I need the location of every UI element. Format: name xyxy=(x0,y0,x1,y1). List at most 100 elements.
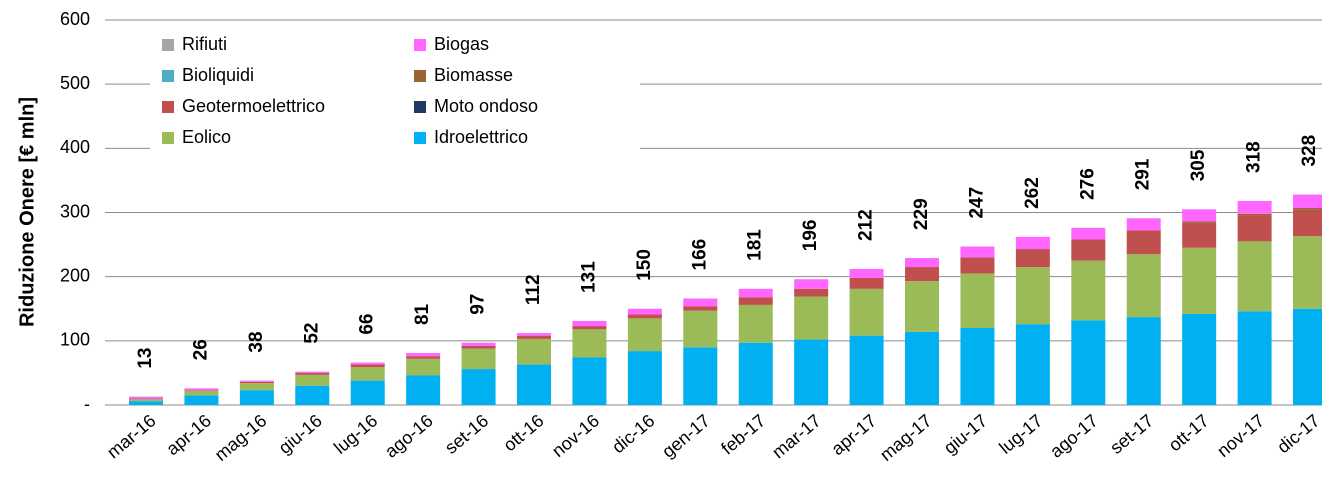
bar-segment xyxy=(572,357,607,405)
bar-segment xyxy=(683,306,718,311)
bar-segment xyxy=(572,329,607,358)
bar-segment xyxy=(239,390,274,405)
bar-segment xyxy=(1071,227,1106,240)
bar-segment xyxy=(627,318,662,352)
bar-segment xyxy=(1182,209,1217,222)
bar-segment xyxy=(960,273,995,328)
legend-label: Moto ondoso xyxy=(434,96,538,116)
x-tick-label: mag-17 xyxy=(876,410,936,465)
x-tick-label: mar-17 xyxy=(768,410,825,462)
x-tick-label: ott-16 xyxy=(500,410,548,455)
bar-segment xyxy=(1237,215,1272,242)
total-label: 181 xyxy=(745,229,766,261)
x-tick-label: feb-17 xyxy=(717,410,769,458)
bar-segment xyxy=(184,395,219,405)
legend-label: Eolico xyxy=(182,127,231,147)
bar-segment xyxy=(1293,236,1322,309)
bar-segment xyxy=(738,297,773,305)
legend-swatch xyxy=(414,132,426,144)
x-tick-label: ago-16 xyxy=(381,410,437,461)
bar-segment xyxy=(849,277,884,289)
x-tick-label: nov-16 xyxy=(548,410,603,461)
legend-label: Geotermoelettrico xyxy=(182,96,325,116)
bar-segment xyxy=(572,326,607,330)
y-tick-label: 300 xyxy=(60,201,90,221)
total-label: 196 xyxy=(800,220,821,252)
y-tick-label: 200 xyxy=(60,265,90,285)
bar-segment xyxy=(905,258,940,268)
x-tick-label: giu-17 xyxy=(940,410,991,457)
bar-segment xyxy=(1237,241,1272,312)
bar-segment xyxy=(350,380,385,405)
legend-swatch xyxy=(162,70,174,82)
bar-segment xyxy=(1237,311,1272,405)
bar-segment xyxy=(1126,230,1161,255)
x-tick-label: apr-17 xyxy=(828,410,881,459)
y-tick-label: - xyxy=(84,394,90,414)
bar-segment xyxy=(295,371,330,373)
bar-segment xyxy=(627,314,662,319)
total-label: 276 xyxy=(1077,168,1098,200)
legend-label: Rifiuti xyxy=(182,34,227,54)
total-label: 81 xyxy=(412,303,433,325)
bar-segment xyxy=(738,304,773,343)
bar-segment xyxy=(129,396,163,399)
total-label: 247 xyxy=(966,187,987,219)
bar-segment xyxy=(1071,320,1106,405)
y-tick-label: 500 xyxy=(60,73,90,93)
legend-swatch xyxy=(414,70,426,82)
bar-segment xyxy=(350,364,385,368)
bar-segment xyxy=(461,348,496,370)
bar-segment xyxy=(295,374,330,386)
total-label: 131 xyxy=(578,261,599,293)
total-label: 13 xyxy=(135,348,156,369)
total-label: 305 xyxy=(1188,149,1209,181)
bar-segment xyxy=(683,347,718,405)
bar-segment xyxy=(1182,247,1217,314)
total-label: 328 xyxy=(1299,135,1320,167)
total-label: 52 xyxy=(301,322,322,343)
total-label: 26 xyxy=(190,339,211,360)
x-tick-label: gen-17 xyxy=(658,410,714,461)
y-tick-label: 100 xyxy=(60,330,90,350)
bar-segment xyxy=(184,390,219,391)
x-tick-label: ott-17 xyxy=(1165,410,1213,455)
bar-segment xyxy=(1126,218,1161,231)
bar-segment xyxy=(406,358,441,376)
bar-segment xyxy=(461,345,496,349)
bar-segment xyxy=(1182,313,1217,405)
bar-segment xyxy=(960,328,995,405)
bar-segment xyxy=(184,388,219,391)
bar-segment xyxy=(794,279,829,289)
bar-segment xyxy=(239,380,274,382)
bar-segment xyxy=(627,351,662,405)
bar-segment xyxy=(794,288,829,297)
bar-segment xyxy=(1126,254,1161,318)
bar-segment xyxy=(239,383,274,391)
y-tick-label: 400 xyxy=(60,137,90,157)
bar-segment xyxy=(794,296,829,340)
bar-segment xyxy=(905,331,940,405)
bar-segment xyxy=(905,281,940,332)
y-axis-title: Riduzione Onere [€ mln] xyxy=(16,97,38,327)
total-label: 38 xyxy=(246,331,267,352)
bar-segment xyxy=(1071,239,1106,261)
bar-segment xyxy=(129,399,163,402)
legend-swatch xyxy=(162,132,174,144)
bar-segment xyxy=(960,246,995,258)
bar-segment xyxy=(849,288,884,336)
x-tick-label: dic-17 xyxy=(1273,410,1322,457)
bar-segment xyxy=(849,268,884,278)
legend-swatch xyxy=(414,101,426,113)
bar-segment xyxy=(517,335,552,339)
bar-segment xyxy=(905,267,940,282)
bar-segment xyxy=(738,288,773,298)
bar-segment xyxy=(1015,324,1050,405)
bar-segment xyxy=(461,369,496,405)
legend-label: Biomasse xyxy=(434,65,513,85)
bar-segment xyxy=(738,342,773,405)
x-tick-label: apr-16 xyxy=(162,410,215,459)
bar-segment xyxy=(184,390,219,396)
bar-segment xyxy=(1293,194,1322,209)
